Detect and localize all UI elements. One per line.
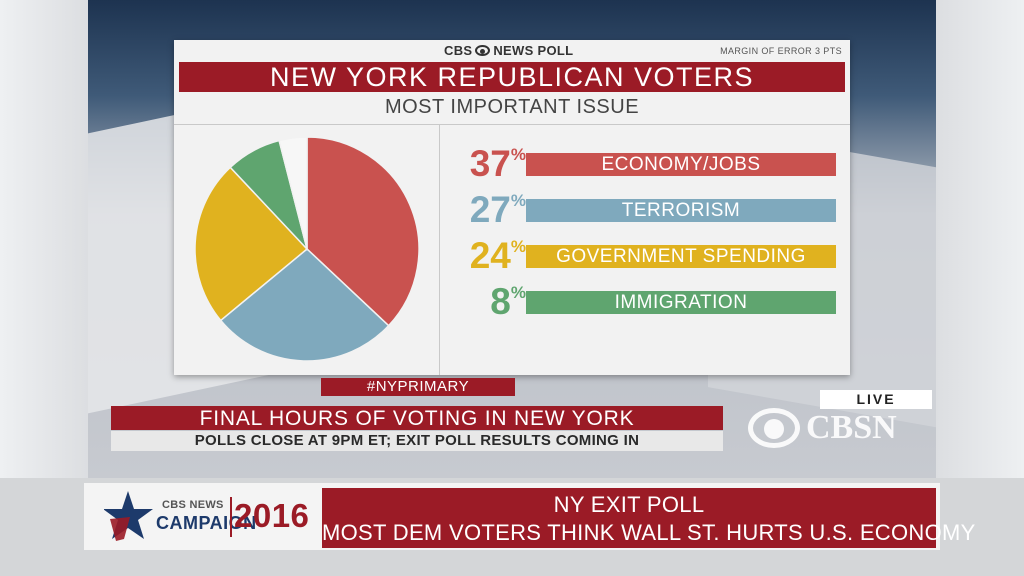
live-badge: LIVE (820, 390, 932, 409)
data-label-percent: 27% (470, 190, 526, 230)
chart-subtitle: MOST IMPORTANT ISSUE (384, 96, 640, 118)
logo-cbs: CBS (444, 43, 473, 58)
legend-row: 27% TERRORISM (442, 190, 850, 230)
percent-sign: % (510, 191, 526, 210)
data-label-percent: 8% (490, 282, 526, 322)
category-label: GOVERNMENT SPENDING (526, 245, 836, 268)
category-label: TERRORISM (526, 199, 836, 222)
divider (174, 124, 850, 125)
percent-sign: % (510, 283, 526, 302)
background-right (936, 0, 1024, 480)
divider (439, 124, 440, 375)
campaign-year: 2016 (234, 497, 310, 534)
campaign-cbs-news: CBS NEWS (162, 499, 224, 511)
margin-of-error: MARGIN OF ERROR 3 PTS (720, 46, 842, 56)
category-label: ECONOMY/JOBS (526, 153, 836, 176)
pie-slice-other (278, 136, 308, 250)
lower-third-subheadline: POLLS CLOSE AT 9PM ET; EXIT POLL RESULTS… (111, 431, 723, 451)
cbs-news-poll-logo: CBS NEWS POLL (444, 43, 573, 58)
campaign-separator (230, 497, 232, 537)
logo-news-poll: NEWS POLL (493, 43, 574, 58)
data-label-value: 24 (469, 235, 511, 276)
data-label-value: 37 (469, 143, 511, 184)
card-header: CBS NEWS POLL MARGIN OF ERROR 3 PTS (174, 40, 850, 62)
legend-row: 8% IMMIGRATION (442, 282, 850, 322)
chart-title: NEW YORK REPUBLICAN VOTERS (179, 62, 845, 92)
ticker-line-1: NY EXIT POLL (553, 492, 705, 517)
cbs-eye-icon (475, 45, 491, 56)
cbsn-wordmark: CBSN (806, 409, 897, 446)
pie-slice-economy-jobs (306, 136, 420, 327)
data-label-value: 8 (490, 281, 511, 322)
background-left (0, 0, 88, 480)
data-label-value: 27 (469, 189, 511, 230)
legend-row: 37% ECONOMY/JOBS (442, 144, 850, 184)
lower-third-headline: FINAL HOURS OF VOTING IN NEW YORK (111, 406, 723, 430)
percent-sign: % (510, 237, 526, 256)
pie-slice-government-spending (194, 166, 309, 322)
category-label: IMMIGRATION (526, 291, 836, 314)
campaign-2016-logo: CBS NEWS CAMPAIGN 2016 (104, 487, 314, 547)
news-ticker: NY EXIT POLL MOST DEM VOTERS THINK WALL … (322, 488, 976, 548)
cbs-eye-icon (748, 408, 800, 448)
pie-slice-terrorism (219, 248, 390, 362)
data-label-percent: 24% (470, 236, 526, 276)
star-icon (104, 491, 153, 541)
data-label-percent: 37% (470, 144, 526, 184)
live-indicator: LIVE (820, 390, 932, 409)
poll-card: CBS NEWS POLL MARGIN OF ERROR 3 PTS NEW … (174, 40, 850, 375)
ticker-line-2: MOST DEM VOTERS THINK WALL ST. HURTS U.S… (322, 520, 976, 545)
cbsn-logo: CBSN (748, 400, 928, 456)
legend-row: 24% GOVERNMENT SPENDING (442, 236, 850, 276)
hashtag-tag: #NYPRIMARY (321, 378, 515, 396)
pie-chart (194, 136, 420, 362)
pie-chart-area (192, 134, 422, 364)
percent-sign: % (510, 145, 526, 164)
